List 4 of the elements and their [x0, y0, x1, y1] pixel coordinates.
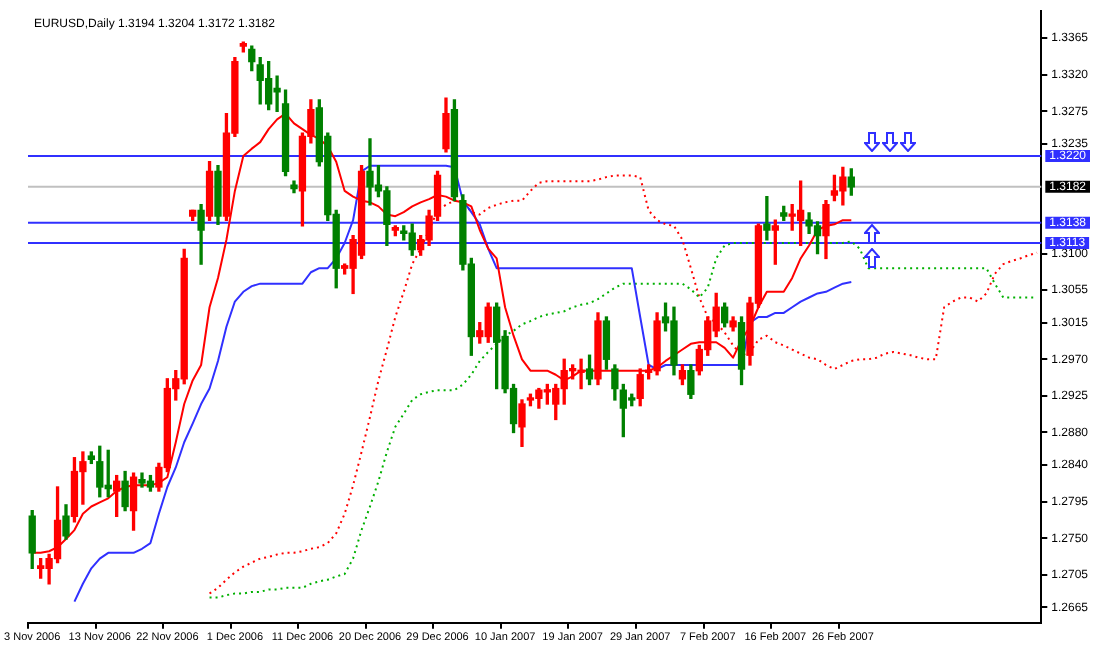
- candlestick: [577, 358, 585, 390]
- candlestick: [366, 138, 374, 206]
- candlestick: [763, 195, 771, 241]
- line-series: [208, 240, 1039, 599]
